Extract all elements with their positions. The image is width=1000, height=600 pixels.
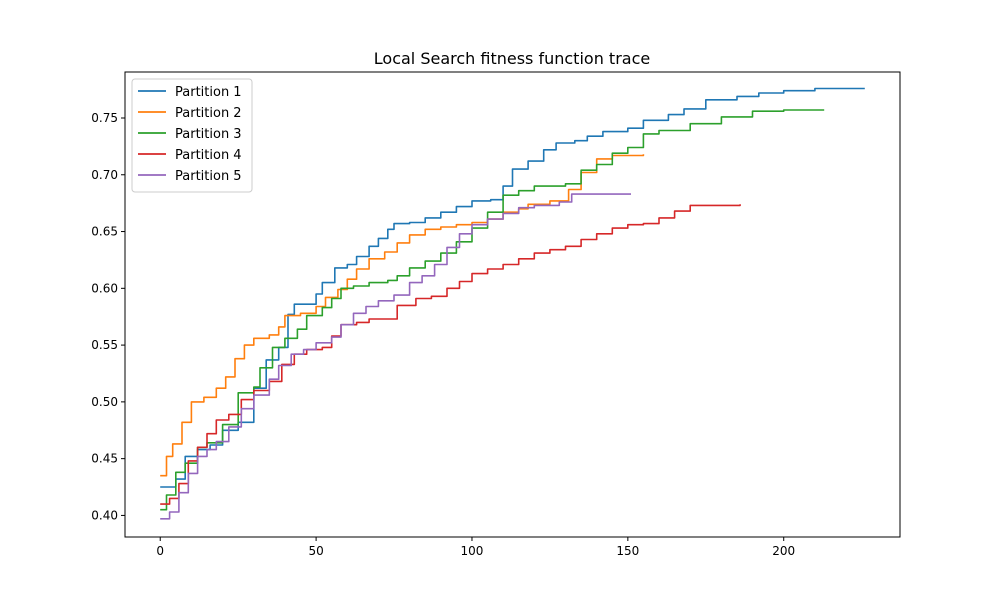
- y-tick-label: 0.55: [91, 338, 118, 352]
- x-tick-label: 200: [772, 544, 795, 558]
- x-tick-label: 100: [461, 544, 484, 558]
- series-line-partition-3: [160, 109, 825, 511]
- legend-label: Partition 3: [175, 127, 242, 142]
- legend-box: [131, 78, 253, 193]
- series-line-partition-1: [160, 87, 865, 488]
- y-tick-label: 0.70: [91, 168, 118, 182]
- legend: Partition 1 Partition 2 Partition 3 Partiti…: [131, 78, 253, 193]
- y-tick-label: 0.50: [91, 395, 118, 409]
- series-line-partition-2: [160, 154, 645, 477]
- x-tick-label: 50: [308, 544, 323, 558]
- chart-title: Local Search fitness function trace: [374, 49, 650, 68]
- legend-label: Partition 5: [175, 169, 242, 184]
- legend-label: Partition 2: [175, 106, 242, 121]
- y-tick-label: 0.75: [91, 111, 118, 125]
- x-tick-label: 0: [156, 544, 164, 558]
- x-tick-label: 150: [616, 544, 639, 558]
- y-tick-label: 0.60: [91, 281, 118, 295]
- legend-label: Partition 1: [175, 85, 242, 100]
- y-tick-label: 0.45: [91, 452, 118, 466]
- x-axis: 0 50 100 150 200: [156, 537, 795, 558]
- y-tick-label: 0.40: [91, 508, 118, 522]
- series-line-partition-5: [160, 193, 631, 520]
- series-line-partition-4: [160, 204, 741, 505]
- y-tick-label: 0.65: [91, 225, 118, 239]
- y-axis: 0.40 0.45 0.50 0.55 0.60 0.65 0.70 0.75: [91, 111, 125, 522]
- legend-label: Partition 4: [175, 148, 242, 163]
- plot-area: [124, 71, 901, 538]
- series-layer: [160, 87, 865, 520]
